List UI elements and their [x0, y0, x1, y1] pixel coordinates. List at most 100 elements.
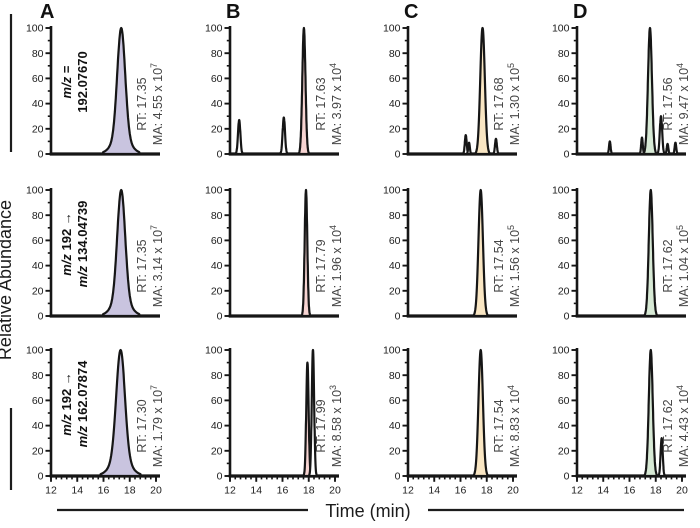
- row-mz-label-line: m/z 192 →: [59, 212, 74, 276]
- y-tick-label: 80: [211, 370, 223, 382]
- y-tick-label: 40: [211, 260, 223, 272]
- y-tick-label: 60: [211, 73, 223, 85]
- x-tick-label: 14: [71, 485, 83, 497]
- peak-annotation: RT: 17.68 MA: 1.30 x 105: [492, 63, 522, 145]
- x-tick-label: 12: [402, 485, 414, 497]
- x-tick-label: 16: [624, 485, 636, 497]
- y-tick-label: 80: [211, 48, 223, 60]
- chromatogram-panel-B1: 0 20 40 60 80 100 RT: 17.63 MA: 3.97 x 104: [205, 23, 344, 161]
- x-tick-label: 18: [124, 485, 136, 497]
- y-tick-label: 20: [32, 123, 44, 135]
- y-tick-label: 100: [383, 185, 401, 197]
- ma-annotation: MA: 1.04 x 105: [675, 225, 691, 307]
- axes: 0 20 40 60 80 100 12 14 16 18 20: [383, 345, 519, 497]
- panel-label-A: A: [40, 1, 55, 23]
- ma-annotation: MA: 1.30 x 105: [506, 63, 522, 145]
- y-tick-label: 100: [205, 23, 223, 35]
- peak-curve: [491, 137, 501, 156]
- rt-annotation: RT: 17.99: [314, 399, 328, 452]
- peak-curve-filled: [99, 348, 142, 478]
- chromatogram-panel-A2: 0 20 40 60 80 100 m/z 192 →m/z 134.04739 RT: 17…: [26, 185, 165, 323]
- y-tick-label: 0: [564, 311, 570, 323]
- y-tick-label: 60: [389, 395, 401, 407]
- panel-label-C: C: [404, 1, 419, 23]
- y-tick-label: 40: [558, 420, 570, 432]
- x-tick-label: 14: [597, 485, 609, 497]
- y-tick-label: 40: [389, 420, 401, 432]
- y-tick-label: 60: [558, 73, 570, 85]
- y-tick-label: 100: [26, 345, 44, 357]
- ma-annotation: MA: 3.97 x 104: [328, 63, 344, 145]
- rt-annotation: RT: 17.62: [661, 399, 675, 452]
- x-tick-label: 16: [98, 485, 110, 497]
- x-axis-caption: Time (min): [57, 501, 684, 521]
- chromatogram-panel-D2: 0 20 40 60 80 100 RT: 17.62 MA: 1.04 x 105: [552, 185, 691, 323]
- y-tick-label: 40: [389, 98, 401, 110]
- y-tick-label: 80: [389, 210, 401, 222]
- y-tick-label: 100: [552, 345, 570, 357]
- panel-label-D: D: [573, 1, 588, 23]
- peak-curve: [655, 115, 667, 156]
- y-tick-label: 60: [211, 395, 223, 407]
- ma-annotation: MA: 8.83 x 104: [506, 385, 522, 467]
- row-mz-label-line: m/z 162.07874: [75, 360, 90, 448]
- peak-curve: [663, 142, 672, 156]
- y-tick-label: 80: [558, 48, 570, 60]
- peak-curve: [233, 118, 245, 156]
- y-tick-label: 20: [32, 445, 44, 457]
- axes: 0 20 40 60 80 100: [552, 185, 686, 323]
- peak-annotation: RT: 17.56 MA: 9.47 x 104: [661, 63, 691, 145]
- peak-curve-filled: [641, 26, 659, 156]
- peaks: [102, 188, 141, 318]
- y-tick-label: 20: [389, 285, 401, 297]
- chromatogram-panel-C1: 0 20 40 60 80 100 RT: 17.68 MA: 1.30 x 105: [383, 23, 522, 161]
- x-tick-label: 18: [650, 485, 662, 497]
- peaks: [302, 348, 319, 478]
- x-tick-label: 20: [507, 485, 519, 497]
- y-tick-label: 100: [383, 23, 401, 35]
- y-tick-label: 60: [558, 235, 570, 247]
- y-tick-label: 40: [389, 260, 401, 272]
- y-tick-label: 100: [552, 185, 570, 197]
- ma-annotation: MA: 3.14 x 107: [149, 225, 165, 307]
- peaks: [300, 188, 312, 318]
- axes: 0 20 40 60 80 100: [383, 185, 517, 323]
- row-mz-label: m/z = 192.07670: [59, 51, 90, 112]
- peaks: [102, 26, 141, 156]
- ma-annotation: MA: 1.96 x 104: [328, 225, 344, 307]
- rt-annotation: RT: 17.56: [661, 77, 675, 130]
- y-tick-label: 0: [564, 149, 570, 161]
- y-tick-label: 100: [205, 185, 223, 197]
- y-tick-label: 80: [211, 210, 223, 222]
- ma-annotation: MA: 1.79 x 107: [149, 385, 165, 467]
- y-tick-label: 40: [32, 420, 44, 432]
- peak-annotation: RT: 17.35 MA: 3.14 x 107: [135, 225, 165, 307]
- chromatogram-panel-C3: 0 20 40 60 80 100 12 14 16 18 20 RT: 17.54 MA: 8.83 …: [383, 345, 522, 497]
- y-tick-label: 20: [558, 123, 570, 135]
- y-tick-label: 20: [211, 123, 223, 135]
- peak-annotation: RT: 17.79 MA: 1.96 x 104: [314, 225, 344, 307]
- y-tick-label: 20: [211, 445, 223, 457]
- x-tick-label: 14: [250, 485, 262, 497]
- peak-curve: [307, 348, 319, 478]
- x-tick-label: 18: [481, 485, 493, 497]
- y-tick-label: 0: [395, 471, 401, 483]
- y-tick-label: 20: [211, 285, 223, 297]
- peak-curve: [465, 141, 473, 156]
- x-tick-label: 16: [455, 485, 467, 497]
- peak-curve-filled: [471, 188, 490, 318]
- peaks: [461, 26, 501, 156]
- ma-annotation: MA: 4.43 x 104: [675, 385, 691, 467]
- y-tick-label: 40: [32, 260, 44, 272]
- rt-annotation: RT: 17.35: [135, 77, 149, 130]
- row-mz-label-line: m/z 192 →: [59, 372, 74, 436]
- y-tick-label: 40: [558, 260, 570, 272]
- x-tick-label: 16: [277, 485, 289, 497]
- peak-curve-filled: [297, 26, 311, 156]
- axes: 0 20 40 60 80 100: [205, 185, 339, 323]
- x-tick-label: 12: [224, 485, 236, 497]
- y-tick-label: 80: [389, 48, 401, 60]
- rt-annotation: RT: 17.54: [492, 239, 506, 292]
- y-tick-label: 0: [395, 311, 401, 323]
